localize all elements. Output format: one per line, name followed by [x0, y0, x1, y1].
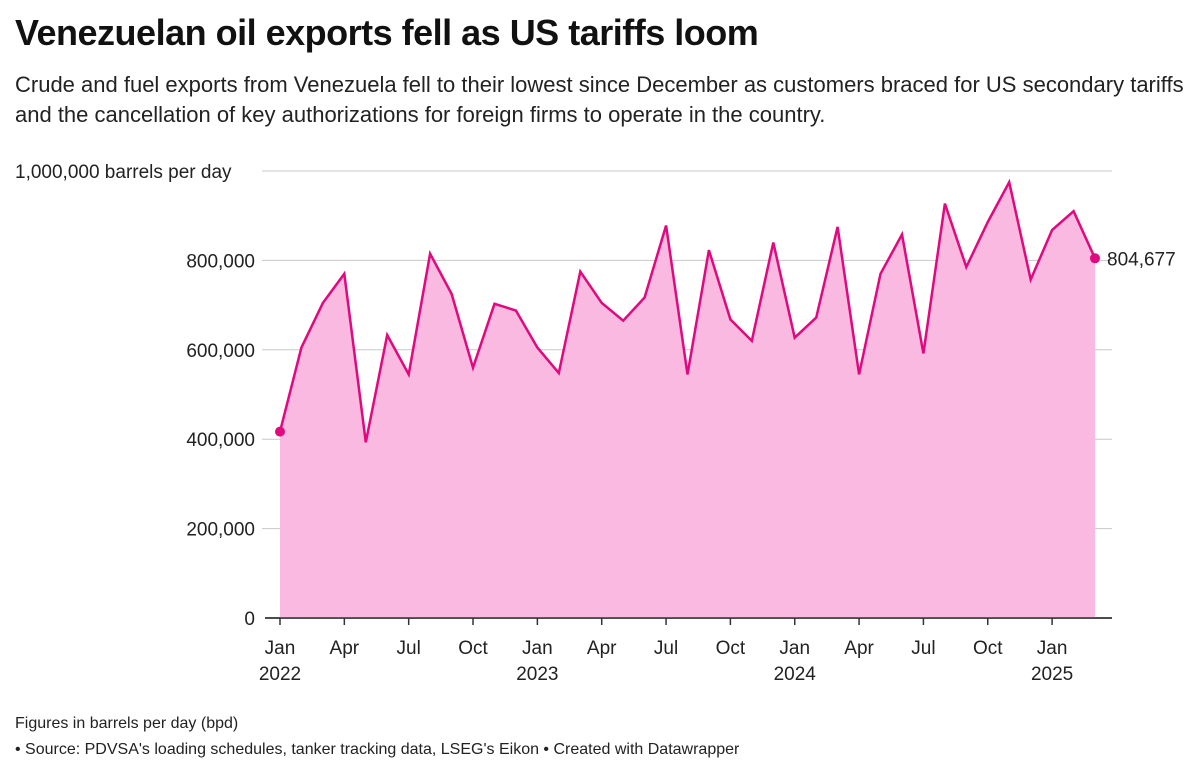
x-tick-month: Apr — [587, 638, 617, 659]
x-tick-month: Jan — [265, 638, 296, 659]
x-tick-month: Apr — [844, 638, 874, 659]
x-tick-year: 2022 — [259, 664, 301, 685]
footer-notes: Figures in barrels per day (bpd) • Sourc… — [15, 711, 739, 763]
series-line — [278, 178, 1097, 443]
y-axis-ticks: 0 200,000 400,000 600,000 800,000 1,000,000 b… — [15, 162, 255, 630]
units-note: Figures in barrels per day (bpd) — [15, 715, 239, 732]
x-tick-month: Oct — [973, 638, 1003, 659]
start-point-marker — [275, 426, 285, 437]
y-tick-label: 400,000 — [186, 430, 255, 451]
x-axis-ticks: Jan 2022 Apr Jul Oct Jan 2023 Apr Jul Oct Jan 2024 A… — [259, 618, 1073, 685]
area-fill — [280, 182, 1095, 618]
x-tick-year: 2025 — [1031, 664, 1073, 685]
area-chart: 0 200,000 400,000 600,000 800,000 1,000,000 b… — [15, 162, 1176, 685]
end-value-label: 804,677 — [1107, 249, 1176, 270]
x-tick-month: Jul — [654, 638, 678, 659]
x-tick-month: Jan — [522, 638, 553, 659]
chart-subtitle: Crude and fuel exports from Venezuela fe… — [15, 72, 1184, 127]
x-tick-month: Oct — [716, 638, 746, 659]
x-tick-year: 2023 — [516, 664, 558, 685]
x-tick-month: Jan — [1037, 638, 1068, 659]
y-tick-label: 0 — [244, 609, 255, 630]
y-tick-label: 800,000 — [186, 251, 255, 272]
x-tick-year: 2024 — [774, 664, 817, 685]
y-tick-label: 200,000 — [186, 520, 255, 541]
data-points — [265, 253, 1112, 619]
x-tick-month: Oct — [458, 638, 488, 659]
x-tick-month: Apr — [330, 638, 360, 659]
x-tick-month: Jul — [911, 638, 935, 659]
x-tick-month: Jul — [397, 638, 421, 659]
x-tick-month: Jan — [779, 638, 810, 659]
chart-title: Venezuelan oil exports fell as US tariff… — [15, 12, 759, 53]
y-axis-label: 1,000,000 barrels per day — [15, 162, 232, 183]
end-point-marker — [1090, 253, 1100, 264]
source-note: • Source: PDVSA's loading schedules, tan… — [15, 741, 740, 758]
y-tick-label: 600,000 — [186, 341, 255, 362]
